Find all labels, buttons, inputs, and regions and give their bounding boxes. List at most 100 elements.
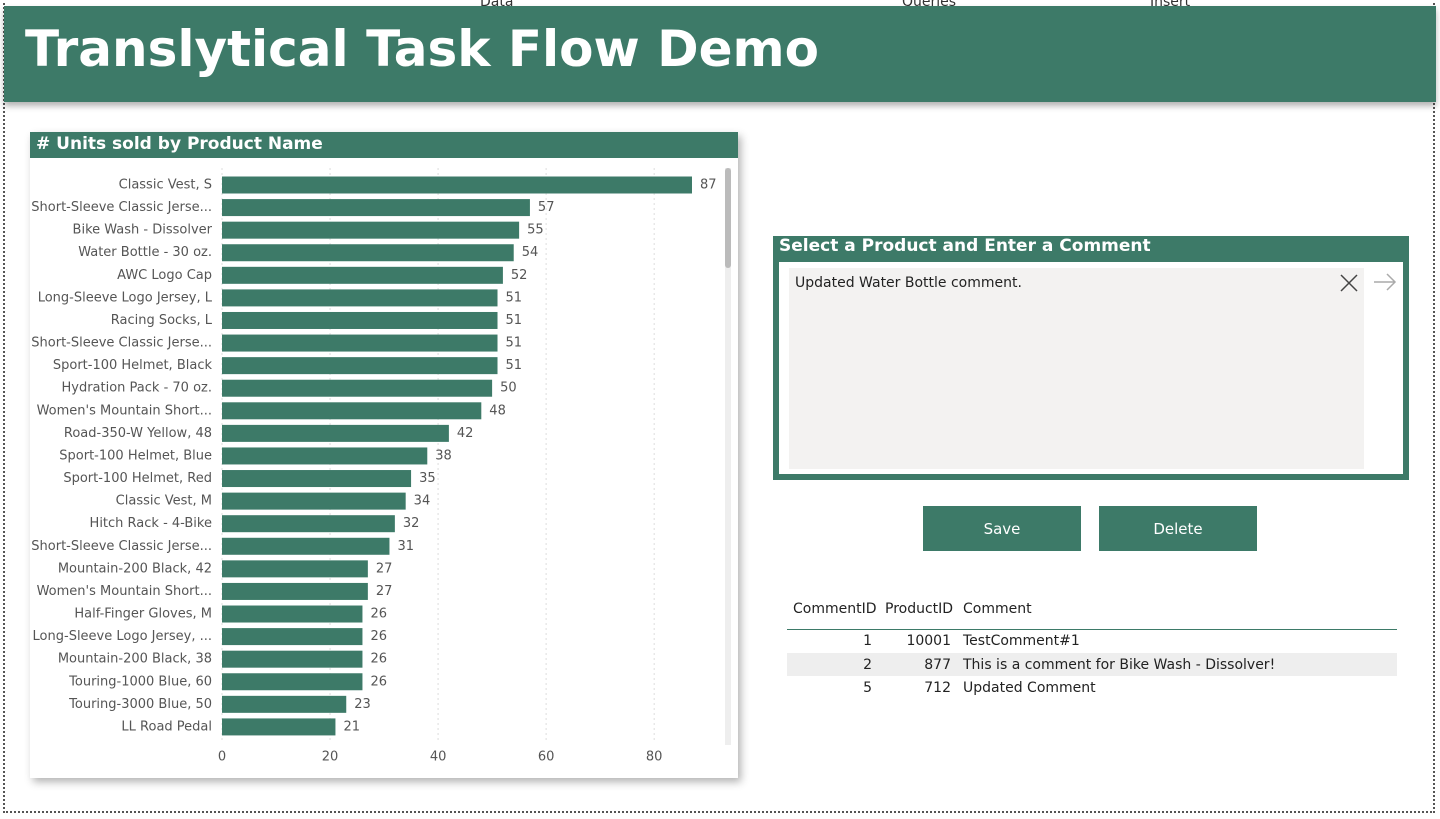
y-tick-label: Long-Sleeve Logo Jersey, L: [38, 290, 213, 305]
table-cell: 5: [863, 680, 872, 696]
bar: [222, 492, 406, 510]
x-tick-label: 0: [218, 750, 226, 765]
bar: [222, 199, 530, 217]
x-tick-label: 20: [322, 750, 339, 765]
y-tick-label: Hydration Pack - 70 oz.: [61, 381, 212, 396]
data-label: 55: [527, 223, 544, 238]
data-label: 26: [370, 607, 387, 622]
data-label: 57: [538, 200, 555, 215]
bar: [222, 266, 503, 284]
delete-button[interactable]: Delete: [1099, 506, 1257, 551]
data-label: 21: [343, 719, 360, 734]
data-label: 35: [419, 471, 436, 486]
y-tick-label: Touring-1000 Blue, 60: [68, 674, 212, 689]
ribbon-label[interactable]: Data: [480, 0, 514, 10]
bar: [222, 311, 498, 329]
y-tick-label: Classic Vest, S: [119, 178, 212, 193]
y-tick-label: Racing Socks, L: [111, 313, 213, 328]
y-tick-label: Sport-100 Helmet, Red: [63, 471, 212, 486]
data-label: 26: [370, 674, 387, 689]
bar: [222, 221, 520, 239]
bar: [222, 447, 428, 465]
scrollbar-thumb[interactable]: [725, 168, 731, 268]
data-label: 54: [522, 245, 539, 260]
data-label: 51: [506, 336, 523, 351]
chart-title: # Units sold by Product Name: [30, 132, 738, 158]
comment-frame: Updated Water Bottle comment.: [779, 262, 1403, 474]
x-tick-label: 80: [646, 750, 663, 765]
y-tick-label: Mountain-200 Black, 42: [58, 561, 212, 576]
y-tick-label: Road-350-W Yellow, 48: [64, 426, 212, 441]
data-label: 42: [457, 426, 474, 441]
submit-icon[interactable]: [1373, 272, 1397, 292]
bar: [222, 537, 390, 555]
y-tick-label: Hitch Rack - 4-Bike: [90, 516, 212, 531]
column-header: ProductID: [885, 601, 954, 617]
table-cell: 10001: [906, 633, 951, 649]
save-button[interactable]: Save: [923, 506, 1081, 551]
data-label: 52: [511, 268, 528, 283]
table-cell: 877: [924, 656, 951, 673]
column-header: CommentID: [793, 601, 877, 617]
comment-input[interactable]: Updated Water Bottle comment.: [789, 268, 1364, 469]
bar: [222, 334, 498, 352]
data-label: 27: [376, 561, 393, 576]
bar: [222, 289, 498, 307]
clear-icon[interactable]: [1339, 273, 1359, 293]
table-cell: This is a comment for Bike Wash - Dissol…: [963, 656, 1276, 673]
bar: [222, 582, 368, 600]
data-label: 48: [489, 403, 506, 418]
bar: [222, 718, 336, 736]
data-label: 34: [414, 494, 431, 509]
table-cell: 2: [863, 656, 872, 673]
bar: [222, 628, 363, 646]
bar: [222, 605, 363, 623]
x-tick-label: 60: [538, 750, 555, 765]
column-header: Comment: [963, 601, 1032, 617]
y-tick-label: Short-Sleeve Classic Jerse...: [31, 200, 212, 215]
bar: [222, 515, 395, 533]
y-tick-label: Half-Finger Gloves, M: [74, 607, 212, 622]
report-title: Translytical Task Flow Demo: [25, 20, 819, 78]
y-tick-label: Water Bottle - 30 oz.: [78, 245, 212, 260]
page-border: [3, 3, 1435, 813]
y-tick-label: Bike Wash - Dissolver: [73, 223, 213, 238]
data-label: 51: [506, 313, 523, 328]
y-tick-label: Women's Mountain Short...: [37, 403, 212, 418]
ribbon-label[interactable]: Queries: [902, 0, 957, 10]
bar: [222, 176, 692, 194]
data-label: 27: [376, 584, 393, 599]
data-label: 51: [506, 290, 523, 305]
table-cell: Updated Comment: [963, 680, 1096, 696]
header-band: [4, 6, 1436, 102]
comment-title: Select a Product and Enter a Comment: [773, 236, 1409, 260]
data-label: 51: [506, 358, 523, 373]
y-tick-label: LL Road Pedal: [121, 719, 212, 734]
comment-table: CommentID ProductID Comment 1 10001 TestComme…: [787, 598, 1397, 708]
ribbon-label[interactable]: Insert: [1150, 0, 1191, 10]
bar: [222, 470, 412, 488]
data-label: 26: [370, 652, 387, 667]
row-band: [787, 653, 1397, 676]
comment-panel: Select a Product and Enter a Comment Upd…: [773, 236, 1409, 480]
y-tick-label: Short-Sleeve Classic Jerse...: [31, 336, 212, 351]
bar: [222, 402, 482, 420]
data-label: 32: [403, 516, 420, 531]
comment-text: Updated Water Bottle comment.: [795, 275, 1022, 291]
y-tick-label: Mountain-200 Black, 38: [58, 652, 212, 667]
data-label: 38: [435, 448, 452, 463]
scrollbar-track: [725, 168, 731, 745]
y-tick-label: Short-Sleeve Classic Jerse...: [31, 539, 212, 554]
bar: [222, 379, 493, 397]
bar: [222, 357, 498, 375]
y-tick-label: AWC Logo Cap: [117, 268, 212, 283]
bar: [222, 673, 363, 691]
y-tick-label: Sport-100 Helmet, Black: [53, 358, 213, 373]
bar: [222, 244, 514, 262]
chart: 0 20 40 60 80 Classic Vest, S 87 Short-Sleeve C…: [31, 168, 731, 765]
bar: [222, 560, 368, 578]
header-rule: [787, 629, 1397, 630]
y-tick-label: Sport-100 Helmet, Blue: [59, 448, 212, 463]
chart-panel: # Units sold by Product Name 0 20 40 60 80 Cl…: [30, 132, 738, 778]
table-cell: TestComment#1: [963, 633, 1080, 649]
